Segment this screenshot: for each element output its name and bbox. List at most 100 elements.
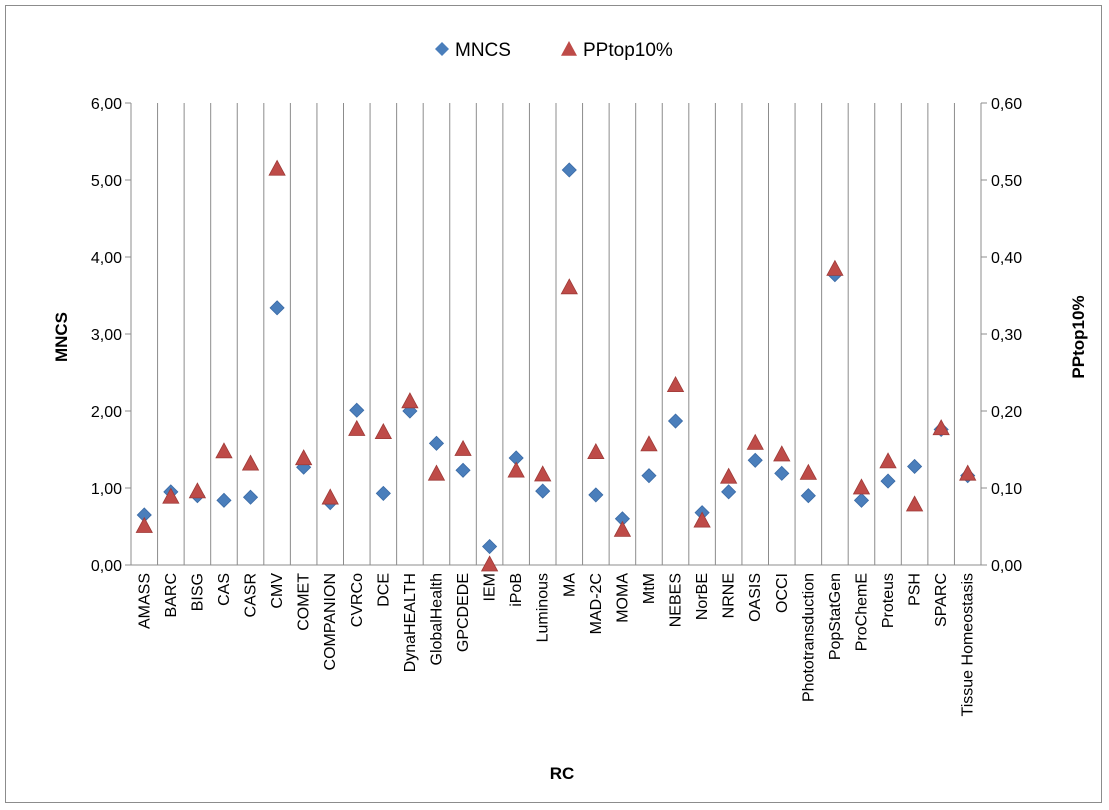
y2-tick-label: 0,60 [991, 96, 1022, 113]
point-mncs-casr [242, 489, 259, 505]
data-points [135, 159, 977, 572]
point-mncs-cas [216, 492, 232, 508]
y2-tick-label: 0,00 [991, 558, 1022, 575]
point-pptop10-nebes [666, 375, 685, 393]
x-tick-label-mtm: MtM [641, 573, 658, 604]
point-pptop10-companion [321, 488, 339, 505]
point-mncs-mtm [641, 468, 657, 484]
point-pptop10-dynahealth [401, 392, 419, 409]
point-pptop10-luminous [534, 465, 552, 482]
point-pptop10-bisg [188, 482, 207, 499]
axes: 0,00 1,00 2,00 3,00 4,00 5,00 6,00 0,00 0,10 0,20… [91, 96, 1022, 716]
y-tick-label: 5,00 [91, 173, 122, 190]
point-pptop10-cas [215, 442, 233, 459]
x-tick-label-companion: COMPANION [322, 573, 339, 670]
x-tick-label-cmv: CMV [269, 573, 286, 609]
y-tick-label: 4,00 [91, 250, 122, 267]
chart-frame: 0,00 1,00 2,00 3,00 4,00 5,00 6,00 0,00 0,10 0,20… [5, 5, 1102, 803]
point-pptop10-ma [560, 278, 578, 295]
point-mncs-nebes [667, 413, 684, 429]
point-pptop10-barc [162, 487, 180, 504]
y2-axis-title: PPtop10% [1069, 295, 1088, 378]
legend: MNCS PPtop10% [435, 40, 673, 61]
x-tick-label-procheme: ProChemE [853, 573, 870, 651]
point-mncs-gpcdede [455, 462, 471, 478]
point-mncs-proteus [880, 473, 896, 489]
legend-marker-pptop10 [561, 41, 577, 56]
point-mncs-globalhealth [428, 435, 445, 451]
point-pptop10-occi [773, 445, 791, 462]
point-pptop10-proteus [879, 452, 897, 469]
y-axis-title: MNCS [52, 312, 71, 362]
point-mncs-mad-2c [588, 487, 604, 503]
point-mncs-iem [482, 538, 498, 555]
x-tick-label-oasis: OASIS [747, 573, 764, 622]
point-pptop10-phototransduction [799, 463, 818, 480]
point-mncs-occi [774, 465, 790, 481]
x-tick-label-cvrco: CVRCo [349, 573, 366, 627]
point-pptop10-sparc [932, 419, 950, 436]
x-tick-label-amass: AMASS [136, 573, 153, 629]
y-tick-label: 1,00 [91, 481, 122, 498]
x-tick-label-cas: CAS [216, 573, 233, 606]
x-tick-label-casr: CASR [243, 573, 260, 617]
point-pptop10-globalhealth [427, 464, 446, 481]
point-pptop10-mad-2c [587, 442, 605, 460]
legend-item-pptop10: PPtop10% [561, 40, 673, 61]
x-tick-label-sparc: SPARC [933, 573, 950, 627]
gridlines [130, 103, 982, 565]
point-pptop10-iem [480, 555, 499, 572]
x-tick-label-phototransduction: Phototransduction [800, 573, 817, 702]
y2-tick-label: 0,50 [991, 173, 1022, 190]
y2-tick-label: 0,20 [991, 404, 1022, 421]
point-pptop10-gpcdede [454, 439, 472, 456]
x-tick-label-psh: PSH [907, 573, 924, 606]
x-tick-label-moma: MOMA [614, 573, 631, 623]
legend-label-pptop10: PPtop10% [583, 40, 673, 61]
x-tick-label-proteus: Proteus [880, 573, 897, 628]
point-pptop10-ipob [507, 461, 525, 478]
x-axis-title: RC [550, 764, 575, 783]
point-pptop10-oasis [746, 433, 764, 450]
legend-item-mncs: MNCS [435, 40, 511, 61]
x-tick-label-tissue-homeostasis: Tissue Homeostasis [960, 573, 977, 716]
point-mncs-phototransduction [800, 488, 816, 504]
x-tick-label-dynahealth: DynaHEALTH [402, 573, 419, 672]
y2-tick-label: 0,40 [991, 250, 1022, 267]
y-tick-label: 0,00 [91, 558, 122, 575]
legend-label-mncs: MNCS [455, 40, 511, 61]
x-tick-label-luminous: Luminous [535, 573, 552, 642]
x-tick-label-nrne: NRNE [721, 573, 738, 618]
point-pptop10-comet [294, 449, 313, 466]
point-mncs-cmv [269, 300, 285, 316]
point-mncs-ma [561, 162, 577, 178]
x-tick-label-bisg: BISG [189, 573, 206, 611]
point-mncs-luminous [535, 483, 551, 499]
y-tick-label: 2,00 [91, 404, 122, 421]
point-mncs-nrne [721, 484, 737, 500]
x-tick-label-comet: COMET [296, 573, 313, 631]
point-pptop10-cvrco [348, 419, 366, 436]
x-tick-label-dce: DCE [375, 573, 392, 607]
point-pptop10-moma [613, 520, 632, 537]
point-pptop10-tissue-homeostasis [959, 464, 977, 481]
x-tick-label-barc: BARC [163, 573, 180, 617]
point-pptop10-casr [241, 454, 260, 471]
x-tick-label-mad-2c: MAD-2C [588, 573, 605, 634]
x-tick-label-globalhealth: GlobalHealth [428, 573, 445, 666]
point-pptop10-dce [374, 422, 393, 439]
point-pptop10-amass [135, 516, 153, 533]
y2-tick-label: 0,30 [991, 327, 1022, 344]
legend-marker-mncs [435, 42, 449, 56]
y-tick-label: 3,00 [91, 327, 122, 344]
x-tick-label-gpcdede: GPCDEDE [455, 573, 472, 652]
point-pptop10-psh [905, 495, 924, 512]
point-mncs-cvrco [349, 402, 365, 418]
point-pptop10-popstatgen [826, 259, 844, 276]
scatter-chart: 0,00 1,00 2,00 3,00 4,00 5,00 6,00 0,00 0,10 0,20… [52, 40, 1088, 783]
point-mncs-procheme [853, 492, 870, 508]
y2-tick-label: 0,10 [991, 481, 1022, 498]
point-mncs-oasis [747, 452, 763, 468]
point-pptop10-nrne [719, 467, 738, 484]
x-tick-label-iem: IEM [482, 573, 499, 601]
